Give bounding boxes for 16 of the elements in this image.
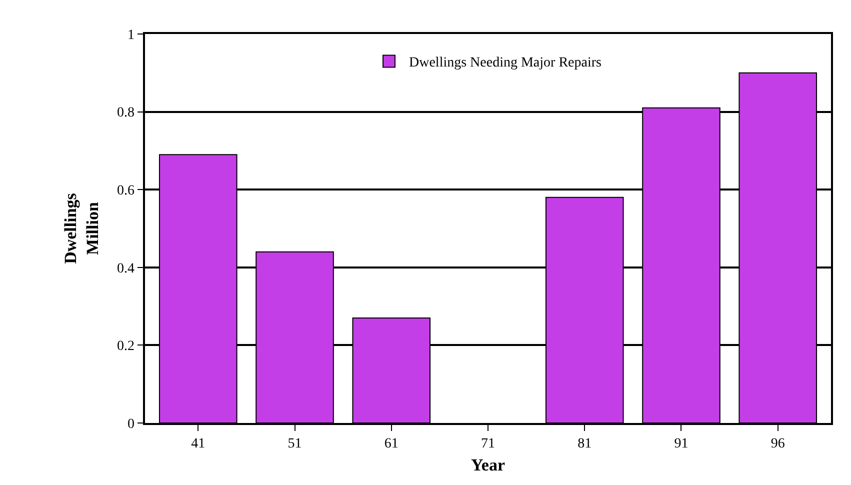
y-tick-label: 0.2 [116,339,134,354]
x-tick-label: 61 [384,436,398,452]
y-tick-label: 0.4 [116,261,134,276]
legend-label: Dwellings Needing Major Repairs [409,56,602,71]
x-tick-label: 96 [770,436,785,452]
x-tick-label: 91 [674,436,688,452]
x-tick-label: 51 [288,436,302,452]
y-axis-title: Dwellings Million [60,192,102,264]
y-tick-label: 0.6 [116,184,134,198]
y-tick-label: 0 [127,416,134,432]
x-tick-label: 81 [578,436,592,452]
y-tick-label: 0.8 [116,106,134,121]
x-tick-label: 41 [191,436,206,452]
x-axis-title: Year [471,455,506,474]
x-tick-label: 71 [481,436,495,452]
y-tick-label: 1 [127,28,134,43]
